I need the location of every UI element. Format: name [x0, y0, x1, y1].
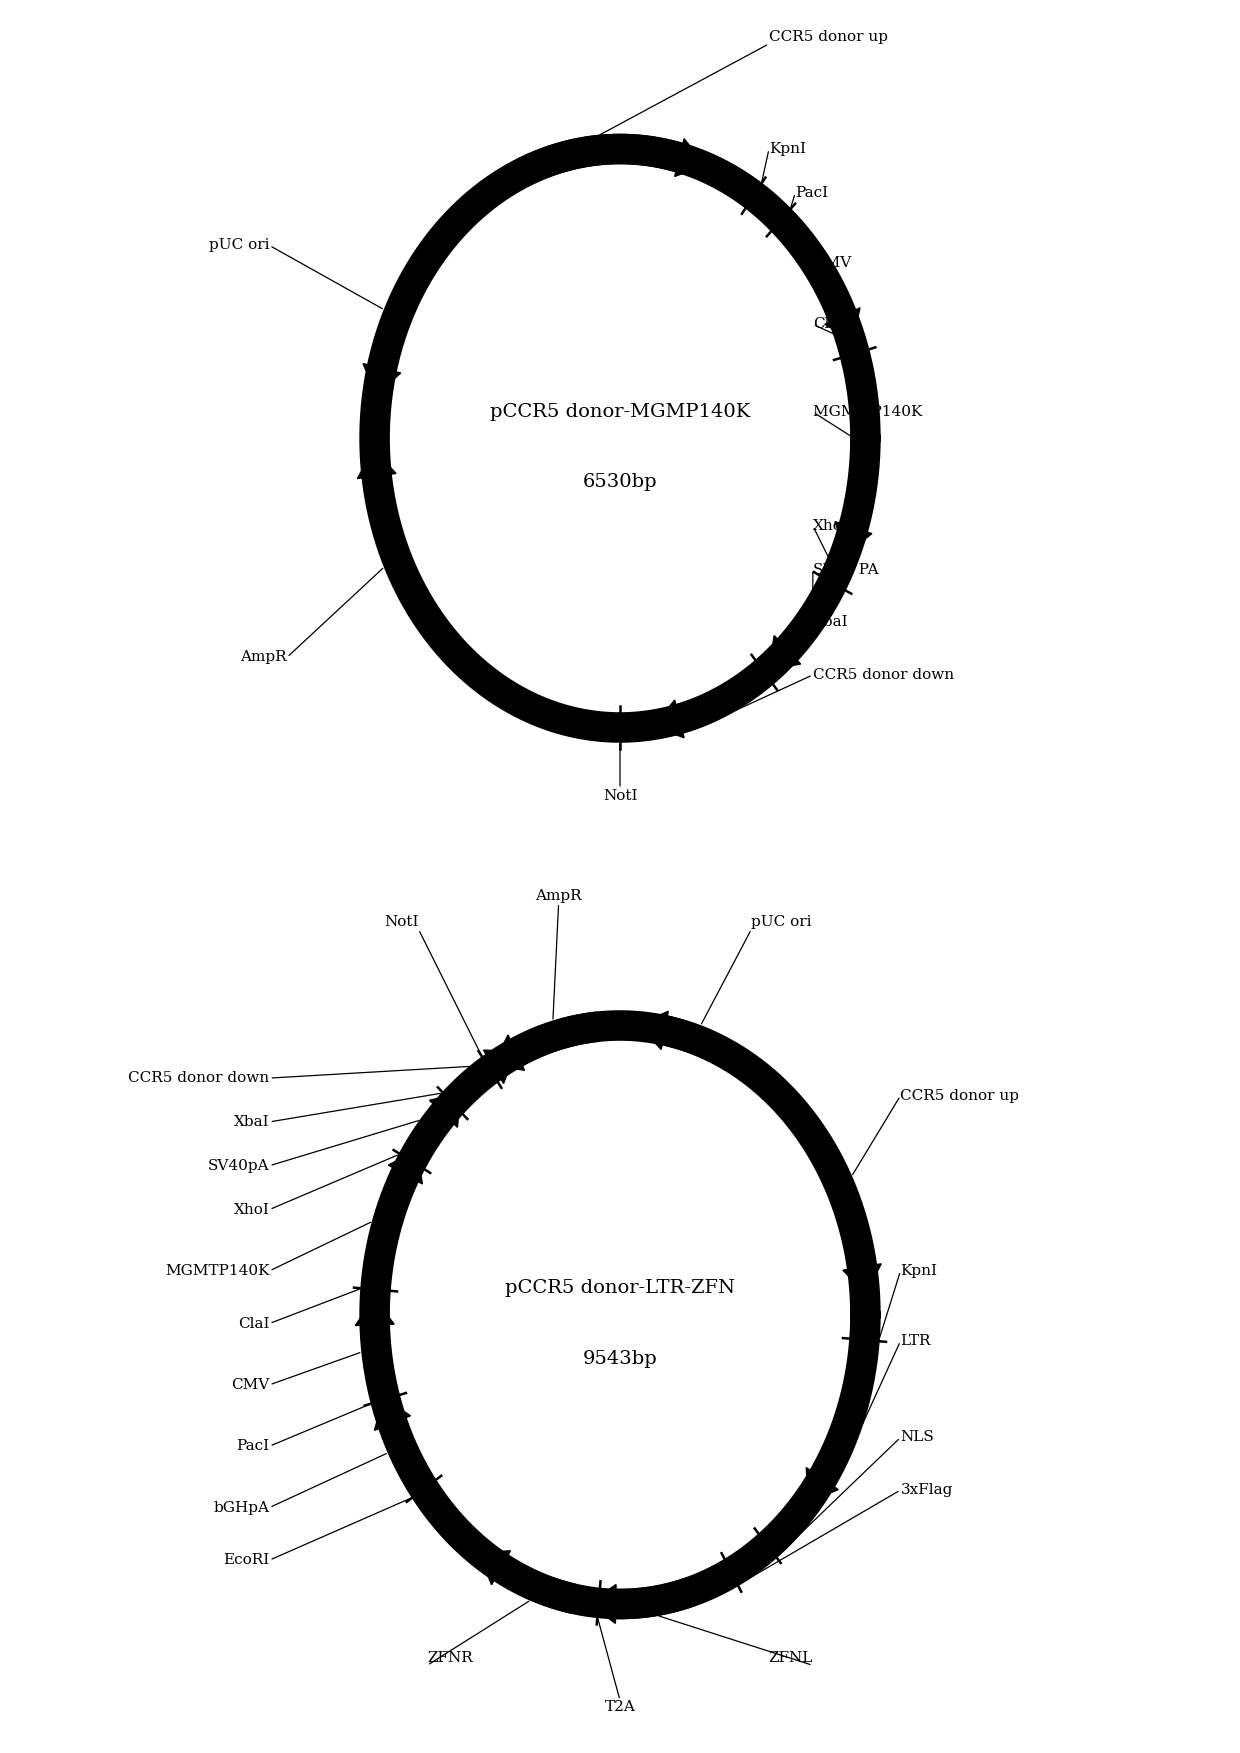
Text: ClaI: ClaI — [238, 1317, 269, 1331]
Text: ZFNR: ZFNR — [427, 1651, 472, 1665]
Text: AmpR: AmpR — [241, 650, 286, 664]
Polygon shape — [381, 1418, 423, 1476]
Polygon shape — [363, 363, 401, 394]
Polygon shape — [662, 1015, 732, 1068]
Text: MGMTP140K: MGMTP140K — [165, 1264, 269, 1278]
Text: XhoI: XhoI — [813, 519, 848, 533]
Polygon shape — [429, 1092, 460, 1127]
Text: XhoI: XhoI — [233, 1203, 269, 1217]
Polygon shape — [843, 1264, 882, 1294]
Polygon shape — [676, 659, 771, 735]
Polygon shape — [841, 375, 878, 533]
Polygon shape — [363, 1167, 417, 1281]
Polygon shape — [484, 1050, 516, 1083]
Polygon shape — [615, 1576, 696, 1620]
Text: CMV: CMV — [813, 256, 851, 270]
Polygon shape — [825, 309, 861, 342]
Polygon shape — [357, 449, 396, 479]
Polygon shape — [779, 603, 826, 661]
Text: CCR5 donor down: CCR5 donor down — [813, 668, 954, 682]
Text: T2A: T2A — [605, 1700, 635, 1714]
Polygon shape — [479, 1551, 511, 1585]
Polygon shape — [495, 1555, 575, 1615]
Text: 6530bp: 6530bp — [583, 473, 657, 491]
Text: XbaI: XbaI — [813, 615, 848, 629]
Text: LTR: LTR — [900, 1334, 931, 1348]
Text: KpnI: KpnI — [900, 1264, 937, 1278]
Text: NotI: NotI — [384, 915, 418, 929]
Polygon shape — [835, 522, 872, 554]
Polygon shape — [653, 699, 684, 738]
Text: pUC ori: pUC ori — [751, 915, 812, 929]
Text: pCCR5 donor-LTR-ZFN: pCCR5 donor-LTR-ZFN — [505, 1280, 735, 1297]
Polygon shape — [374, 1397, 410, 1430]
Text: 9543bp: 9543bp — [583, 1350, 657, 1367]
Polygon shape — [370, 259, 432, 372]
Text: AmpR: AmpR — [536, 889, 582, 903]
Text: CCR5 donor up: CCR5 donor up — [769, 30, 888, 44]
Text: 3xFlag: 3xFlag — [900, 1483, 952, 1497]
Polygon shape — [388, 1150, 423, 1183]
Text: MGMT P140K: MGMT P140K — [813, 405, 923, 419]
Text: pUC ori: pUC ori — [208, 238, 269, 252]
Text: NLS: NLS — [900, 1430, 934, 1444]
Polygon shape — [356, 1297, 394, 1325]
Polygon shape — [515, 133, 682, 188]
Polygon shape — [769, 636, 801, 670]
Text: EcoRI: EcoRI — [223, 1553, 269, 1567]
Text: SV40pA: SV40pA — [208, 1159, 269, 1173]
Polygon shape — [639, 1011, 668, 1050]
Polygon shape — [786, 1101, 875, 1269]
Text: CCR5 donor down: CCR5 donor down — [128, 1071, 269, 1085]
Polygon shape — [363, 473, 449, 643]
Polygon shape — [801, 247, 854, 323]
Polygon shape — [806, 1467, 838, 1502]
Text: ClaI: ClaI — [813, 317, 844, 331]
Polygon shape — [492, 1034, 525, 1071]
Polygon shape — [675, 138, 706, 177]
Text: bGHpA: bGHpA — [213, 1501, 269, 1515]
Text: ZFNL: ZFNL — [769, 1651, 813, 1665]
Text: PacI: PacI — [237, 1439, 269, 1453]
Polygon shape — [362, 1324, 393, 1378]
Polygon shape — [511, 1011, 600, 1066]
Text: SV40 PA: SV40 PA — [813, 563, 878, 577]
Text: NotI: NotI — [603, 789, 637, 803]
Polygon shape — [811, 1360, 875, 1487]
Text: XbaI: XbaI — [234, 1115, 269, 1129]
Text: PacI: PacI — [795, 186, 828, 200]
Polygon shape — [410, 1103, 453, 1153]
Polygon shape — [458, 1054, 500, 1103]
Text: KpnI: KpnI — [769, 142, 806, 156]
Polygon shape — [589, 1585, 616, 1623]
Text: CCR5 donor up: CCR5 donor up — [900, 1089, 1019, 1103]
Text: pCCR5 donor-MGMP140K: pCCR5 donor-MGMP140K — [490, 403, 750, 421]
Text: CMV: CMV — [231, 1378, 269, 1392]
